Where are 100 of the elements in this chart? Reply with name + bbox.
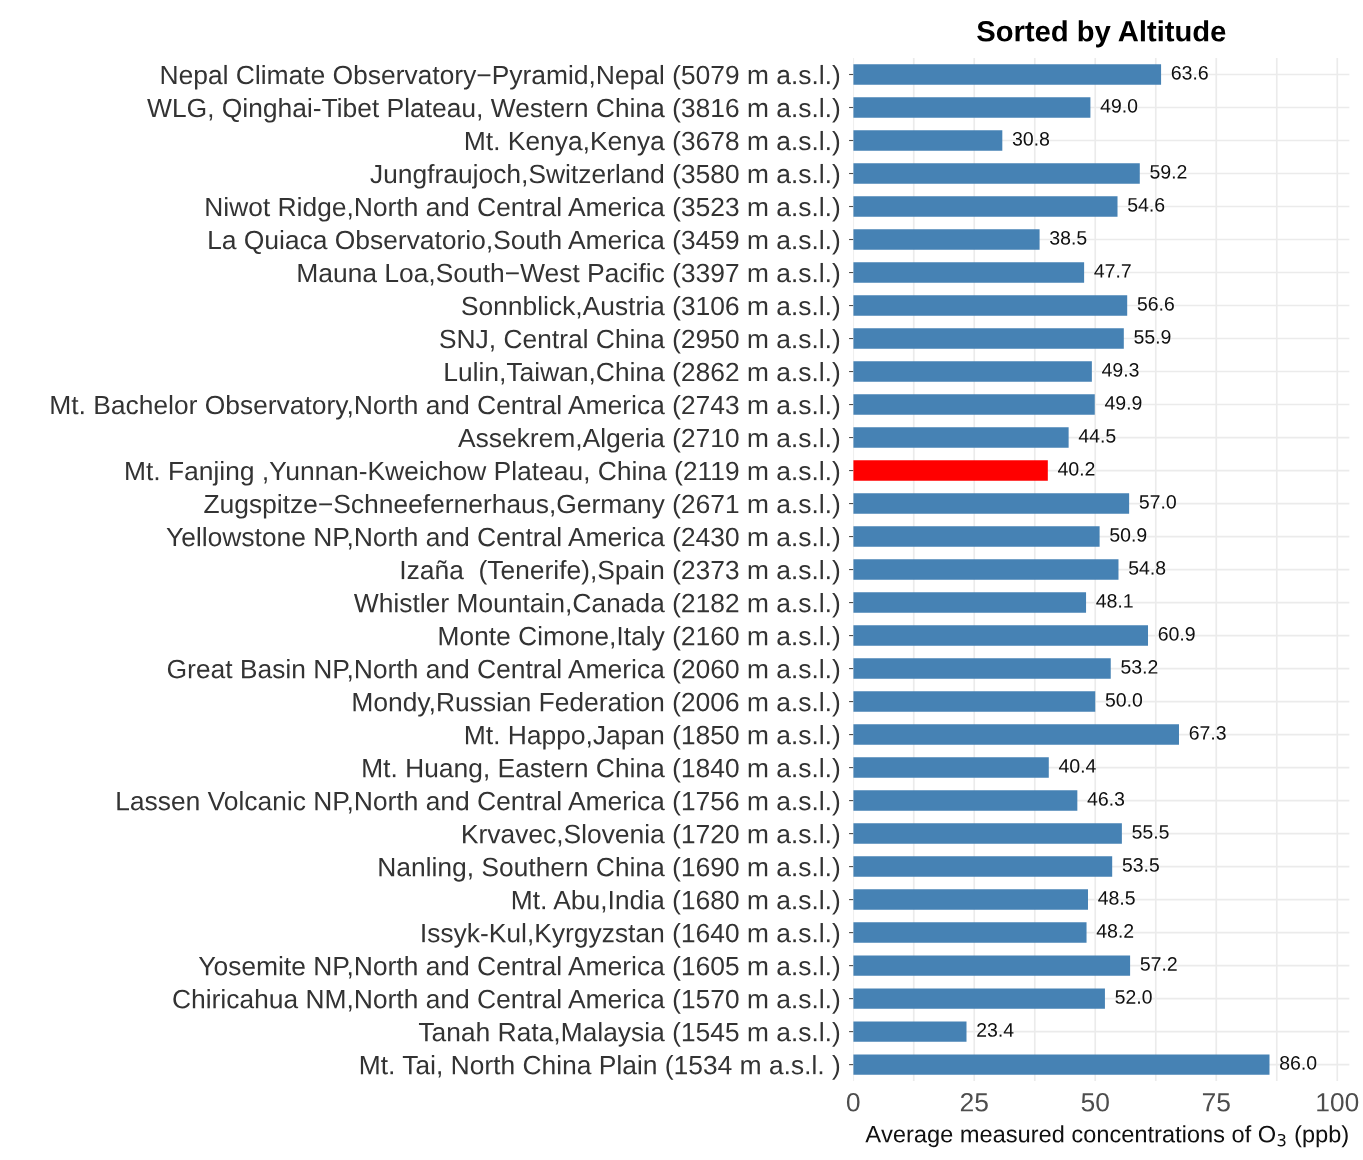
data-label: 67.3 <box>1189 726 1226 740</box>
x-axis-title: Average measured concentrations of O$_{3}$ (ppb) <box>865 1125 1348 1148</box>
data-label: 49.0 <box>1100 98 1138 113</box>
y-tick-label: Assekrem,Algeria (2710 m a.s.l.) <box>458 427 840 453</box>
data-label: 86.0 <box>1280 1056 1317 1070</box>
x-tick-label: 75 <box>1202 1093 1230 1112</box>
y-tick-label: Mondy,Russian Federation (2006 m a.s.l.) <box>353 692 840 717</box>
x-tick-label: 25 <box>960 1092 988 1112</box>
y-tick-label: Zugspitze−Schneefernerhaus,Germany (2671 m a.s.l.) <box>204 493 840 519</box>
data-label: 59.2 <box>1150 164 1187 179</box>
y-tick-label: Sonnblick,Austria (3106 m a.s.l.) <box>462 295 840 321</box>
y-tick-label: Lassen Volcanic NP,North and Central America (1756 m a.s.l.) <box>117 791 840 816</box>
data-label: 46.3 <box>1087 792 1125 806</box>
bar <box>853 295 1128 316</box>
y-tick-label: Yellowstone NP,North and Central America (2430 m a.s.l.) <box>166 526 840 552</box>
bar <box>853 196 1118 217</box>
y-tick-label: Yosemite NP,North and Central America (1605 m a.s.l.) <box>198 956 840 981</box>
data-label: 50.0 <box>1105 693 1143 707</box>
y-tick-label: Mt. Huang, Eastern China (1840 m a.s.l.) <box>363 758 840 783</box>
bar <box>853 1021 967 1042</box>
data-label: 48.5 <box>1098 891 1135 905</box>
y-tick-label: Mt. Tai, North China Plain (1534 m a.s.l. ) <box>360 1055 840 1080</box>
bar <box>853 64 1162 85</box>
y-tick-label: Mt. Fanjing ,Yunnan-Kweichow Plateau, China (2119 m a.s.l.) <box>126 460 840 486</box>
data-label: 53.5 <box>1122 858 1159 872</box>
bar <box>853 889 1088 910</box>
y-tick-label: Great Basin NP,North and Central America (2060 m a.s.l.) <box>167 659 840 684</box>
y-tick-label: SNJ, Central China (2950 m a.s.l.) <box>440 328 840 354</box>
bar <box>853 130 1003 151</box>
data-label: 38.5 <box>1050 230 1087 245</box>
x-tick-label: 0 <box>846 1092 860 1112</box>
y-tick-label: Mt. Abu,India (1680 m a.s.l.) <box>512 890 840 915</box>
data-label: 63.6 <box>1171 65 1208 80</box>
data-label: 23.4 <box>977 1023 1014 1037</box>
y-tick-label: Chiricahua NM,North and Central America (1570 m a.s.l.) <box>173 989 840 1014</box>
data-label: 44.5 <box>1078 429 1116 443</box>
bar <box>853 823 1122 844</box>
data-label: 53.2 <box>1121 660 1158 674</box>
y-tick-label: Mt. Kenya,Kenya (3678 m a.s.l.) <box>465 130 840 156</box>
bar <box>853 526 1100 547</box>
bar <box>853 724 1179 745</box>
x-tick-label: 50 <box>1081 1092 1109 1112</box>
bar <box>853 460 1048 481</box>
y-tick-label: Jungfraujoch,Switzerland (3580 m a.s.l.) <box>370 163 840 189</box>
bar <box>853 493 1130 514</box>
bar <box>853 427 1069 448</box>
bar <box>853 559 1119 580</box>
data-label: 40.2 <box>1057 462 1095 476</box>
bar <box>853 625 1149 646</box>
y-tick-label: La Quiaca Observatorio,South America (3459 m a.s.l.) <box>209 229 840 255</box>
bar <box>853 856 1113 877</box>
bar <box>853 361 1092 382</box>
y-tick-label: Nepal Climate Observatory−Pyramid,Nepal (5079 m a.s.l.) <box>161 64 840 90</box>
bar <box>853 592 1087 613</box>
bar <box>853 658 1111 679</box>
data-label: 55.9 <box>1134 329 1171 344</box>
data-label: 49.3 <box>1102 362 1139 377</box>
data-label: 48.2 <box>1096 924 1134 938</box>
y-tick-label: Krvavec,Slovenia (1720 m a.s.l.) <box>463 824 840 849</box>
data-label: 57.0 <box>1139 495 1176 509</box>
bar <box>853 1054 1270 1075</box>
bar <box>853 262 1085 283</box>
y-tick-label: Lulin,Taiwan,China (2862 m a.s.l.) <box>445 361 840 387</box>
bar <box>853 691 1096 712</box>
data-label: 60.9 <box>1158 627 1195 641</box>
bar <box>853 922 1087 943</box>
y-tick-label: Mauna Loa,South−West Pacific (3397 m a.s.l.) <box>298 262 840 288</box>
bar <box>853 955 1131 976</box>
data-label: 56.6 <box>1137 296 1174 311</box>
bar <box>853 229 1040 250</box>
data-label: 54.6 <box>1128 197 1165 212</box>
data-label: 47.7 <box>1094 264 1131 278</box>
data-label: 52.0 <box>1115 990 1152 1004</box>
bar <box>853 328 1124 349</box>
y-tick-label: Whistler Mountain,Canada (2182 m a.s.l.) <box>353 593 840 618</box>
chart-title: Sorted by Altitude <box>977 20 1226 48</box>
y-tick-label: Tanah Rata,Malaysia (1545 m a.s.l.) <box>418 1022 840 1047</box>
y-tick-label: Issyk-Kul,Kyrgyzstan (1640 m a.s.l.) <box>422 923 840 948</box>
x-tick-label: 100 <box>1317 1092 1359 1112</box>
bar <box>853 757 1049 778</box>
data-label: 49.9 <box>1104 395 1142 410</box>
data-label: 48.1 <box>1096 594 1133 608</box>
data-label: 40.4 <box>1058 759 1096 773</box>
y-tick-label: Nanling, Southern China (1690 m a.s.l.) <box>379 857 840 882</box>
data-label: 54.8 <box>1128 561 1166 575</box>
bar <box>853 988 1105 1009</box>
bar <box>853 790 1078 811</box>
y-tick-label: Mt. Bachelor Observatory,North and Central America (2743 m a.s.l.) <box>51 394 840 420</box>
y-tick-label: Mt. Happo,Japan (1850 m a.s.l.) <box>465 725 840 750</box>
y-tick-label: Izaña (Tenerife),Spain (2373 m a.s.l.) <box>401 560 840 585</box>
y-tick-label: Niwot Ridge,North and Central America (3523 m a.s.l.) <box>206 196 840 222</box>
data-label: 57.2 <box>1140 957 1177 971</box>
y-tick-label: WLG, Qinghai-Tibet Plateau, Western China (3816 m a.s.l.) <box>147 97 840 123</box>
bar <box>853 394 1095 415</box>
data-label: 55.5 <box>1132 825 1169 839</box>
bar <box>853 97 1091 118</box>
bar <box>853 163 1140 184</box>
data-label: 50.9 <box>1110 528 1147 542</box>
y-tick-label: Monte Cimone,Italy (2160 m a.s.l.) <box>439 626 840 651</box>
data-label: 30.8 <box>1012 131 1050 146</box>
